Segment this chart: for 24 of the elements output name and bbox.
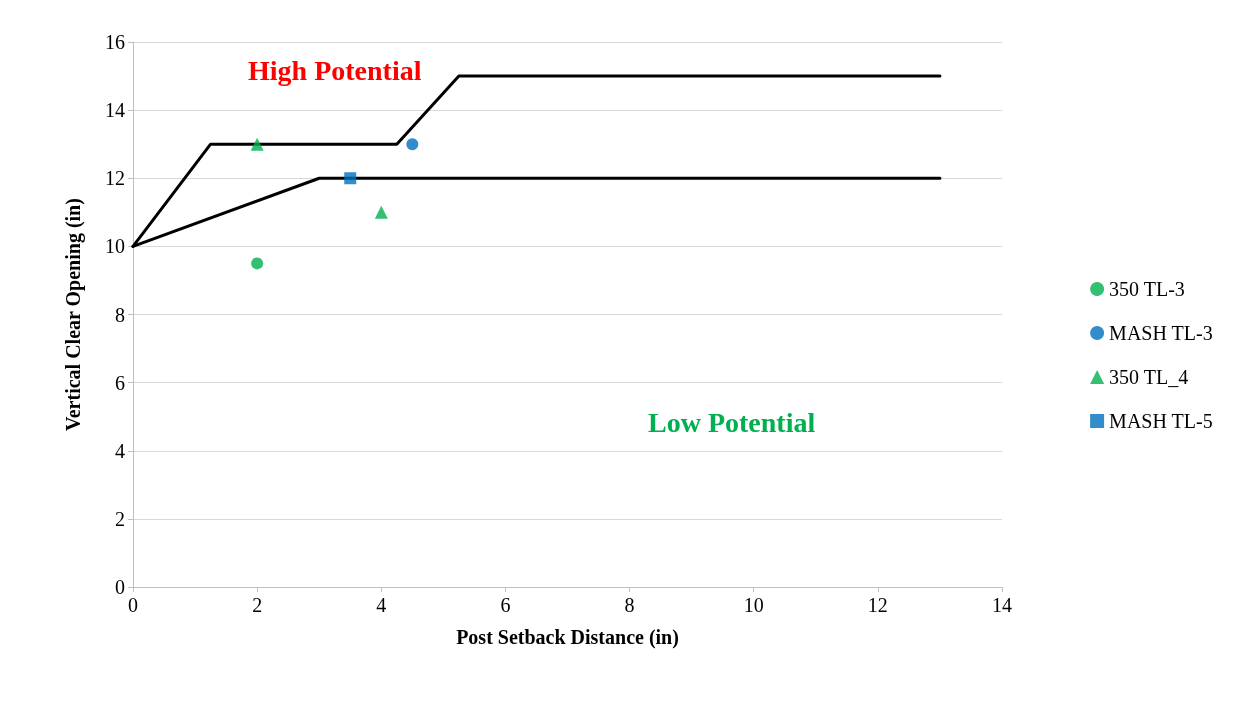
x-tick-label: 4 — [376, 594, 387, 616]
x-tick-label: 2 — [252, 594, 263, 616]
y-tick-label: 16 — [105, 31, 125, 53]
annotation: Low Potential — [648, 406, 816, 438]
y-tick-label: 2 — [115, 507, 125, 530]
legend-label: 350 TL_4 — [1109, 366, 1189, 388]
y-axis-title: Vertical Clear Opening (in) — [62, 198, 85, 431]
legend-label: 350 TL-3 — [1109, 278, 1185, 300]
y-tick-label: 14 — [105, 99, 125, 122]
y-tick-label: 8 — [115, 303, 125, 326]
y-tick-label: 4 — [115, 439, 125, 462]
annotation: High Potential — [248, 54, 422, 86]
legend-label: MASH TL-5 — [1109, 410, 1213, 432]
x-tick-label: 6 — [500, 594, 511, 616]
x-tick-label: 10 — [743, 594, 764, 616]
y-tick-label: 12 — [105, 167, 125, 190]
x-tick-label: 14 — [992, 594, 1012, 616]
y-tick-label: 6 — [115, 371, 125, 394]
x-tick-label: 8 — [624, 594, 635, 616]
y-tick-label: 10 — [105, 235, 125, 258]
legend-label: MASH TL-3 — [1109, 322, 1213, 344]
y-tick-label: 0 — [115, 576, 125, 598]
x-axis-title: Post Setback Distance (in) — [456, 626, 679, 649]
x-tick-label: 12 — [867, 594, 888, 616]
